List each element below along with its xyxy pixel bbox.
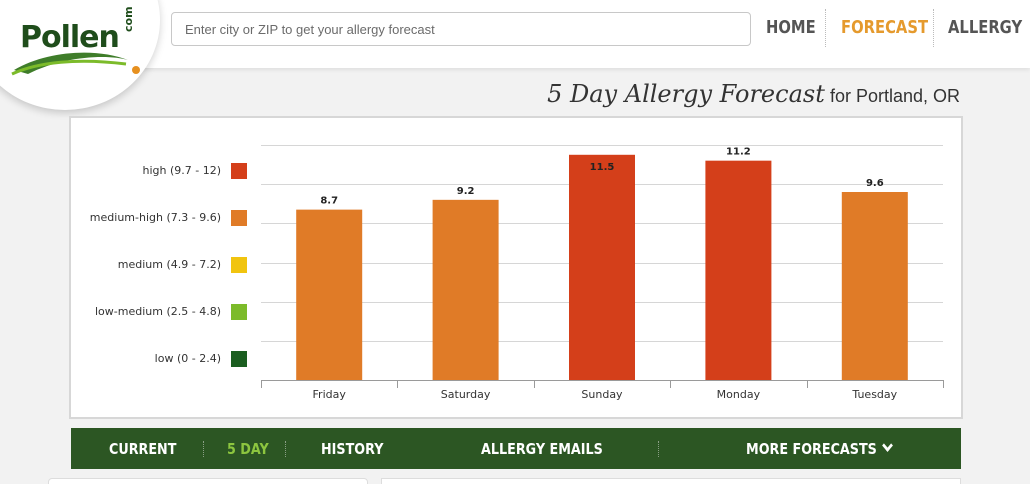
chart-bar	[569, 154, 635, 380]
bar-value-label: 9.2	[457, 186, 475, 197]
legend-label: medium (4.9 - 7.2)	[117, 258, 221, 271]
nav-home-link[interactable]: HOME	[766, 17, 816, 38]
bar-value-label: 8.7	[320, 196, 338, 207]
x-axis-tick-label: Tuesday	[851, 388, 897, 401]
bar-value-label: 9.6	[866, 178, 884, 189]
chart-bar	[432, 199, 499, 380]
bar-value-label: 11.5	[590, 162, 615, 173]
bar-value-label: 11.2	[726, 147, 751, 158]
tab-allergy-emails[interactable]: ALLERGY EMAILS	[481, 439, 603, 458]
location-label: for Portland, OR	[829, 86, 960, 106]
legend-label: medium-high (7.3 - 9.6)	[89, 211, 221, 224]
lower-left-card	[48, 478, 368, 484]
tab-more-forecasts-label: MORE FORECASTS	[746, 439, 877, 458]
forecast-bar-chart: 8.7 Friday 9.2 Saturday 11.5 Sunday 11.2 Monday…	[261, 145, 944, 401]
legend-label: high (9.7 - 12)	[142, 164, 221, 177]
tab-history[interactable]: HISTORY	[321, 439, 384, 458]
nav-allergy-link[interactable]: ALLERGY	[948, 17, 1023, 38]
tab-divider	[203, 441, 204, 457]
nav-divider	[933, 9, 934, 47]
pollen-logo[interactable]: Pollen com	[8, 6, 158, 76]
forecast-tab-bar: CURRENT 5 DAY HISTORY ALLERGY EMAILS MOR…	[71, 428, 961, 469]
logo-swoosh-graphic	[11, 52, 128, 76]
tab-more-forecasts[interactable]: MORE FORECASTS	[746, 428, 893, 469]
legend-swatch	[231, 163, 247, 179]
chart-bar	[841, 192, 908, 380]
legend-label: low (0 - 2.4)	[154, 352, 221, 365]
page-title: 5 Day Allergy Forecast for Portland, OR	[547, 80, 960, 108]
x-axis-tick-label: Monday	[717, 388, 761, 401]
x-axis-tick-label: Saturday	[441, 388, 491, 401]
legend-label: low-medium (2.5 - 4.8)	[95, 305, 221, 318]
tab-5-day[interactable]: 5 DAY	[227, 439, 269, 458]
legend-swatch	[231, 351, 247, 367]
legend-swatch	[231, 210, 247, 226]
tab-divider	[658, 441, 659, 457]
logo-suffix: com	[122, 6, 135, 32]
forecast-chart-panel: high (9.7 - 12) medium-high (7.3 - 9.6) me…	[69, 116, 963, 419]
site-header: HOME FORECAST ALLERGY	[0, 0, 1030, 68]
logo-wordmark: Pollen	[20, 20, 120, 55]
tab-current[interactable]: CURRENT	[109, 439, 177, 458]
x-axis-tick-label: Sunday	[581, 388, 623, 401]
legend-swatch	[231, 304, 247, 320]
chart-bar	[296, 209, 363, 380]
legend-swatch	[231, 257, 247, 273]
location-search-input[interactable]	[171, 12, 751, 46]
nav-divider	[825, 9, 826, 47]
x-axis-tick-label: Friday	[313, 388, 347, 401]
chart-bar	[705, 160, 772, 380]
nav-forecast-link[interactable]: FORECAST	[841, 17, 929, 38]
logo-dot	[132, 66, 140, 74]
tab-divider	[285, 441, 286, 457]
page-title-text: 5 Day Allergy Forecast	[547, 80, 825, 108]
chevron-down-icon	[882, 439, 893, 452]
lower-right-card	[381, 478, 961, 484]
